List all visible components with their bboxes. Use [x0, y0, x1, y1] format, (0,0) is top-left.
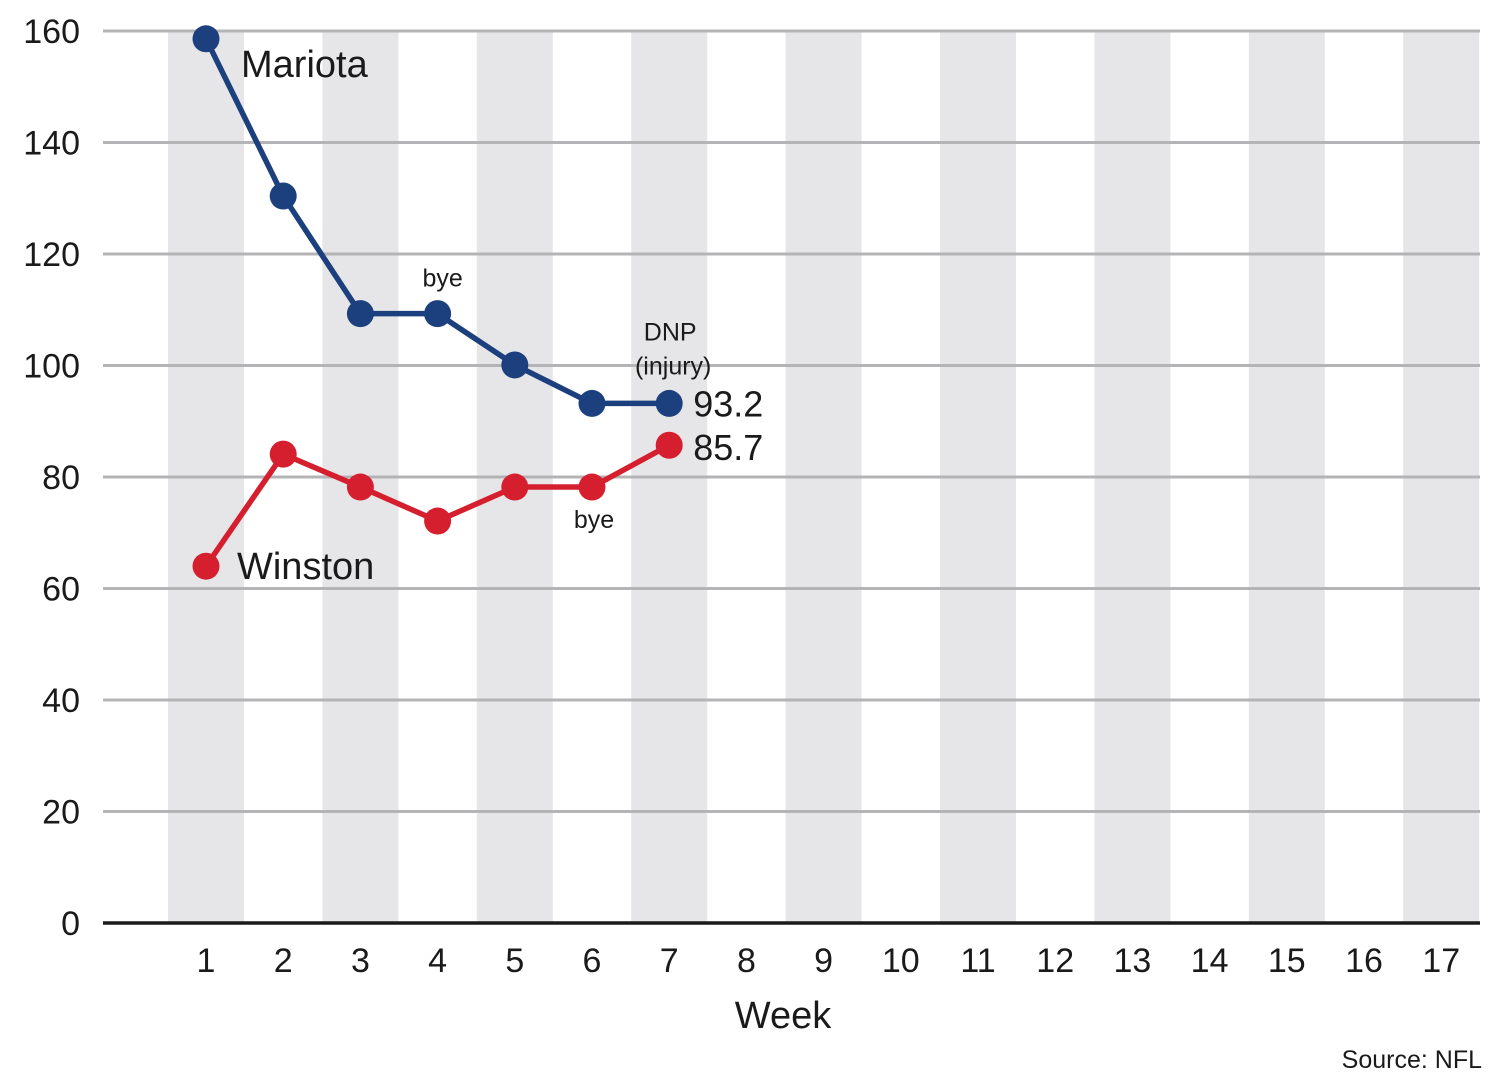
x-tick-label-12: 12 — [1036, 942, 1074, 980]
end-value-label-mariota: 93.2 — [693, 383, 763, 424]
y-tick-label-120: 120 — [23, 236, 80, 274]
data-point-winston-week-6 — [578, 473, 606, 501]
y-tick-label-40: 40 — [42, 682, 80, 720]
data-point-winston-week-3 — [346, 473, 374, 501]
data-point-winston-week-4 — [424, 507, 452, 535]
x-tick-label-14: 14 — [1191, 942, 1229, 980]
x-axis-tick-labels: 1 2 3 4 5 6 7 8 9 10 11 12 13 14 15 16 17 — [197, 942, 1461, 980]
x-axis-title: Week — [735, 995, 832, 1037]
y-axis-tick-labels: 0 20 40 60 80 100 120 140 160 — [23, 13, 80, 943]
y-tick-label-80: 80 — [42, 459, 80, 497]
source-note: Source: NFL — [1342, 1046, 1482, 1074]
series-label-winston: Winston — [237, 546, 374, 588]
annotation-winston-bye: bye — [574, 506, 614, 534]
x-tick-label-3: 3 — [351, 942, 370, 980]
x-tick-label-2: 2 — [274, 942, 293, 980]
series-line-mariota — [203, 37, 670, 407]
data-point-winston-week-1 — [192, 552, 220, 580]
data-point-mariota-week-1 — [192, 25, 220, 53]
data-point-winston-week-7 — [655, 431, 683, 459]
x-tick-label-4: 4 — [428, 942, 447, 980]
series-lines — [192, 25, 683, 580]
data-point-mariota-week-2 — [269, 182, 297, 210]
annotation-injury: (injury) — [635, 352, 711, 380]
y-tick-label-140: 140 — [23, 125, 80, 163]
data-point-mariota-week-7 — [655, 389, 683, 417]
x-tick-label-15: 15 — [1268, 942, 1306, 980]
x-tick-label-5: 5 — [505, 942, 524, 980]
y-tick-label-0: 0 — [61, 905, 80, 943]
x-tick-label-7: 7 — [660, 942, 679, 980]
data-point-mariota-week-3 — [346, 300, 374, 328]
chart-annotations: Mariota Winston 93.2 85.7 bye bye DNP (i… — [237, 44, 763, 588]
x-tick-label-8: 8 — [737, 942, 756, 980]
x-tick-label-17: 17 — [1422, 942, 1460, 980]
x-tick-label-6: 6 — [583, 942, 602, 980]
annotation-dnp: DNP — [644, 318, 697, 346]
data-point-mariota-week-4 — [424, 300, 452, 328]
y-tick-label-20: 20 — [42, 794, 80, 832]
data-point-winston-week-5 — [501, 473, 529, 501]
y-tick-label-100: 100 — [23, 348, 80, 386]
y-tick-label-160: 160 — [23, 13, 80, 51]
x-tick-label-9: 9 — [814, 942, 833, 980]
annotation-mariota-bye: bye — [422, 265, 462, 293]
x-tick-label-1: 1 — [197, 942, 216, 980]
data-point-mariota-week-6 — [578, 389, 606, 417]
end-value-label-winston: 85.7 — [693, 427, 763, 468]
data-point-winston-week-2 — [269, 440, 297, 468]
x-tick-label-13: 13 — [1113, 942, 1151, 980]
series-label-mariota: Mariota — [241, 44, 369, 86]
x-tick-label-16: 16 — [1345, 942, 1383, 980]
data-point-mariota-week-5 — [501, 351, 529, 379]
y-tick-label-60: 60 — [42, 571, 80, 609]
x-tick-label-11: 11 — [960, 942, 995, 980]
x-tick-label-10: 10 — [882, 942, 920, 980]
